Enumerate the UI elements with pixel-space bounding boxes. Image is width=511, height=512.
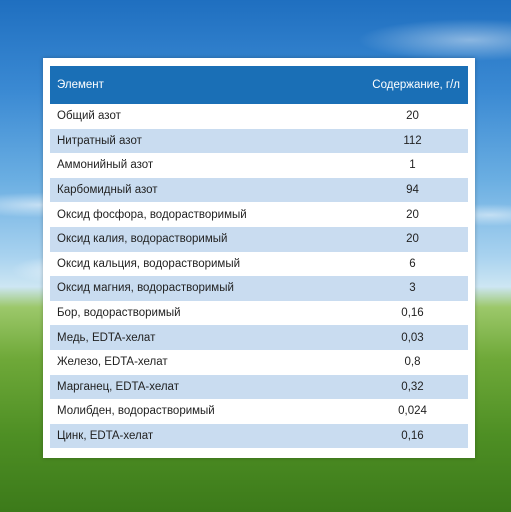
header-content: Содержание, г/л xyxy=(372,79,460,91)
composition-table: Элемент Содержание, г/л Общий азот 20 Нитр… xyxy=(50,66,468,449)
row-element: Медь, EDTA-хелат xyxy=(57,331,156,344)
row-value: 0,16 xyxy=(401,307,424,320)
row-element: Общий азот xyxy=(57,110,121,123)
table-row: Нитратный азот 112 xyxy=(50,128,468,154)
table-row: Карбомидный азот 94 xyxy=(50,177,468,203)
row-value: 0,024 xyxy=(398,405,427,418)
row-value: 94 xyxy=(406,184,419,197)
row-value: 20 xyxy=(406,208,419,221)
table-row: Цинк, EDTA-хелат 0,16 xyxy=(50,423,468,449)
row-value: 3 xyxy=(409,282,416,295)
row-element: Оксид кальция, водорастворимый xyxy=(57,257,241,270)
table-body: Общий азот 20 Нитратный азот 112 Аммонийный … xyxy=(50,104,468,449)
row-value: 112 xyxy=(403,134,422,147)
composition-table-panel: Элемент Содержание, г/л Общий азот 20 Нитр… xyxy=(43,58,475,458)
table-row: Оксид кальция, водорастворимый 6 xyxy=(50,252,468,277)
row-element: Железо, EDTA-хелат xyxy=(57,356,168,369)
table-row: Медь, EDTA-хелат 0,03 xyxy=(50,325,468,350)
header-element: Элемент xyxy=(57,79,104,91)
row-element: Карбомидный азот xyxy=(57,184,158,197)
table-row: Оксид фосфора, водорастворимый 20 xyxy=(50,202,468,227)
table-row: Оксид магния, водорастворимый 3 xyxy=(50,276,468,301)
row-value: 0,32 xyxy=(401,380,424,393)
row-value: 0,16 xyxy=(401,430,424,443)
table-row: Общий азот 20 xyxy=(50,104,468,129)
table-row: Марганец, EDTA-хелат 0,32 xyxy=(50,374,468,400)
table-header: Элемент Содержание, г/л xyxy=(50,66,468,104)
row-element: Цинк, EDTA-хелат xyxy=(57,430,154,443)
row-element: Марганец, EDTA-хелат xyxy=(57,380,179,393)
row-value: 0,8 xyxy=(404,356,421,369)
row-value: 20 xyxy=(406,110,419,123)
table-row: Молибден, водорастворимый 0,024 xyxy=(50,399,468,424)
row-element: Оксид магния, водорастворимый xyxy=(57,282,234,295)
row-value: 6 xyxy=(409,257,416,270)
row-element: Оксид калия, водорастворимый xyxy=(57,233,228,246)
table-row: Железо, EDTA-хелат 0,8 xyxy=(50,350,468,375)
table-row: Аммонийный азот 1 xyxy=(50,153,468,178)
table-row: Оксид калия, водорастворимый 20 xyxy=(50,226,468,252)
table-row: Бор, водорастворимый 0,16 xyxy=(50,301,468,326)
row-value: 0,03 xyxy=(401,331,424,344)
row-element: Молибден, водорастворимый xyxy=(57,405,215,418)
row-value: 20 xyxy=(406,233,419,246)
row-element: Нитратный азот xyxy=(57,134,142,147)
row-element: Оксид фосфора, водорастворимый xyxy=(57,208,247,221)
row-value: 1 xyxy=(409,159,416,172)
row-element: Бор, водорастворимый xyxy=(57,307,181,320)
row-element: Аммонийный азот xyxy=(57,159,154,172)
